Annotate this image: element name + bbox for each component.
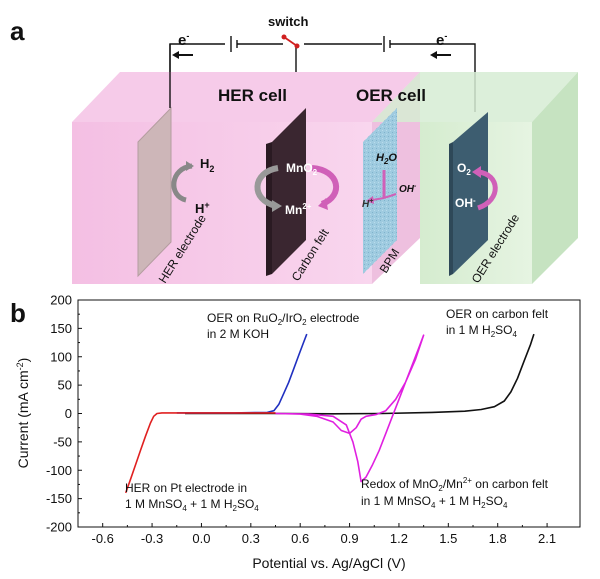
y-axis-label: Current (mA cm-2) xyxy=(15,358,31,469)
bpm-membrane xyxy=(363,108,397,274)
y-tick-label: 100 xyxy=(50,349,72,364)
y-tick-label: 150 xyxy=(50,321,72,336)
axis-ticks: -0.6 -0.3 0.0 0.3 0.6 0.9 1.2 1.5 1.8 2.1 -200 -150… xyxy=(46,293,556,547)
mn-oxidation-arrow xyxy=(311,165,340,210)
her-cell-label: HER cell xyxy=(218,86,287,105)
her-electrode-plate xyxy=(137,44,172,278)
o2-label: O2 xyxy=(457,161,471,177)
y-tick-label: -100 xyxy=(46,463,72,478)
electron-left-label: e- xyxy=(178,31,189,49)
oer-reaction-arrow xyxy=(472,166,498,211)
y-tick-label: 200 xyxy=(50,293,72,308)
series-line-2 xyxy=(275,334,425,483)
bpm-arrows xyxy=(366,170,397,204)
bpm-hplus-label: H+ xyxy=(362,198,373,210)
bpm-h2o-label: H2O xyxy=(376,152,397,166)
annotation-mn-line2: in 1 M MnSO4 + 1 M H2SO4 xyxy=(361,494,508,510)
carbon-felt-plate xyxy=(266,108,306,276)
x-tick-label: 1.2 xyxy=(390,531,408,546)
x-tick-label: -0.3 xyxy=(141,531,163,546)
bpm-oh-label: OH- xyxy=(399,183,417,195)
switch xyxy=(281,34,300,49)
x-tick-label: -0.6 xyxy=(91,531,113,546)
mn-reduction-arrow xyxy=(254,165,282,212)
oer-oh-label: OH- xyxy=(455,196,476,210)
oer-electrode-plate xyxy=(449,112,488,276)
h2-label: H2 xyxy=(200,156,214,174)
annotation-cf-line1: OER on carbon felt xyxy=(446,307,549,321)
electron-arrow-left xyxy=(172,51,193,59)
series-line-0 xyxy=(124,412,276,494)
y-tick-label: -150 xyxy=(46,491,72,506)
x-tick-label: 0.3 xyxy=(242,531,260,546)
y-tick-label: 50 xyxy=(58,378,72,393)
y-tick-label: -200 xyxy=(46,520,72,535)
x-tick-label: 0.9 xyxy=(341,531,359,546)
x-tick-label: 0.0 xyxy=(192,531,210,546)
series-lines xyxy=(124,333,535,494)
x-tick-label: 2.1 xyxy=(538,531,556,546)
electron-right-label: e- xyxy=(436,31,447,49)
y-tick-label: -50 xyxy=(53,434,72,449)
oer-cell-label: OER cell xyxy=(356,86,426,105)
chart: -0.6 -0.3 0.0 0.3 0.6 0.9 1.2 1.5 1.8 2.1 -200 -150… xyxy=(46,293,581,547)
mn2plus-label: Mn2+ xyxy=(285,202,312,217)
annotation-her-line2: 1 M MnSO4 + 1 M H2SO4 xyxy=(125,497,259,513)
annotation-ruo2-line2: in 2 M KOH xyxy=(207,327,269,341)
annotation-mn-line1: Redox of MnO2/Mn2+ on carbon felt xyxy=(361,476,549,493)
annotation-cf-line2: in 1 M H2SO4 xyxy=(446,323,517,339)
series-line-1 xyxy=(176,333,308,414)
x-tick-label: 1.5 xyxy=(439,531,457,546)
x-axis-label: Potential vs. Ag/AgCl (V) xyxy=(252,555,405,571)
panel-b-label: b xyxy=(10,298,26,328)
switch-label: switch xyxy=(268,14,309,29)
x-tick-label: 0.6 xyxy=(291,531,309,546)
electron-arrow-right xyxy=(430,51,451,59)
her-reaction-arrow xyxy=(171,161,194,203)
hplus-label: H+ xyxy=(195,200,210,216)
annotation-her-line1: HER on Pt electrode in xyxy=(125,481,247,495)
annotation-ruo2-line1: OER on RuO2/IrO2 electrode xyxy=(207,311,360,327)
x-tick-label: 1.8 xyxy=(489,531,507,546)
series-line-3 xyxy=(185,333,535,415)
y-tick-label: 0 xyxy=(65,406,72,421)
mno2-label: MnO2 xyxy=(286,161,318,177)
panel-a-label: a xyxy=(10,16,25,46)
